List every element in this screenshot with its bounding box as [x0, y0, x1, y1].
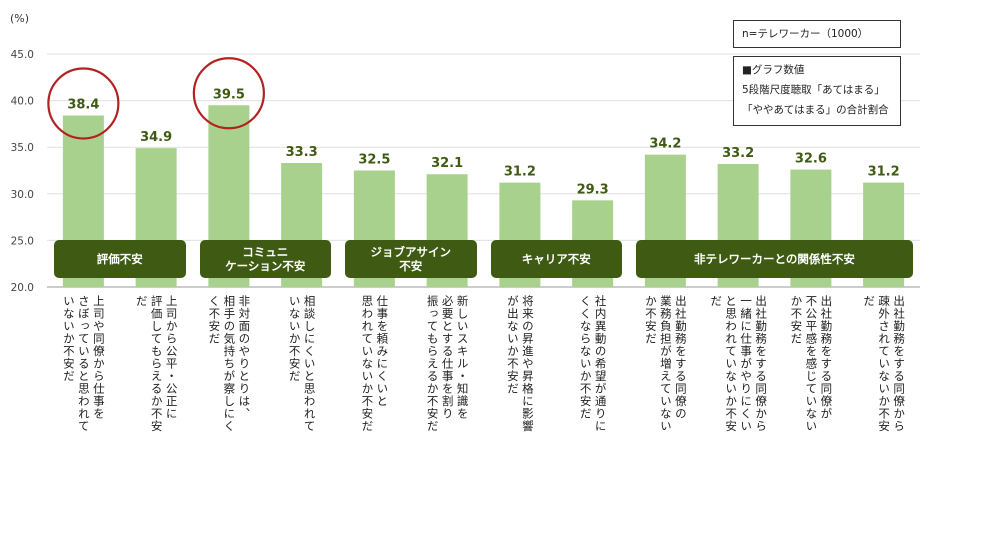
y-axis-unit-label: (%) — [10, 12, 30, 25]
bar-value-label: 33.3 — [286, 145, 318, 160]
category-label: 出社勤務をする同僚から 疎外されていないか不安 だ — [862, 295, 907, 433]
y-tick-label: 25.0 — [11, 235, 34, 247]
bar-value-label: 29.3 — [577, 182, 609, 197]
y-tick-label: 35.0 — [11, 142, 34, 154]
y-tick-label: 40.0 — [11, 96, 34, 108]
category-label: 上司から公平・公正に 評価してもらえるか不安 だ — [134, 295, 179, 433]
sample-size-note: n=テレワーカー（1000） — [733, 20, 901, 48]
category-label: 出社勤務をする同僚が 不公平感を感じていない か不安だ — [789, 295, 834, 433]
category-label: 相談しにくいと思われて いないか不安だ — [287, 295, 317, 433]
highlight-layer — [47, 57, 265, 140]
category-label: 非対面のやりとりは、 相手の気持ちが察しにく く不安だ — [207, 295, 252, 433]
bar-value-label: 38.4 — [67, 98, 99, 113]
group-band-label: コミュニ ケーション不安 — [199, 240, 331, 278]
category-label: 将来の昇進や昇格に影響 が出ないか不安だ — [505, 295, 535, 433]
category-label: 新しいスキル・知識を 必要とする仕事を割り 振ってもらえるか不安だ — [425, 295, 470, 433]
grid-layer: 20.0 25.0 30.0 35.0 40.0 45.0 — [11, 49, 920, 294]
bar-value-label: 34.9 — [140, 130, 172, 145]
group-band-label: キャリア不安 — [490, 240, 622, 278]
group-band-label: 評価不安 — [54, 240, 186, 278]
y-tick-label: 30.0 — [11, 189, 34, 201]
bar-value-label: 32.6 — [795, 152, 827, 167]
bar-value-label: 31.2 — [504, 165, 536, 180]
category-label: 社内異動の希望が通りに くくならないか不安だ — [578, 295, 608, 433]
bar-value-label: 32.1 — [431, 156, 463, 171]
value-label-layer: 38.4 34.9 39.5 33.3 32.5 32.1 31.2 29.3 34.2 33.2… — [67, 87, 899, 197]
y-tick-label: 45.0 — [11, 49, 34, 61]
bar-value-label: 33.2 — [722, 146, 754, 161]
group-band-label: ジョブアサイン 不安 — [345, 240, 477, 278]
category-label: 出社勤務をする同僚の 業務負担が増えていない か不安だ — [643, 295, 688, 433]
group-band-label: 非テレワーカーとの関係性不安 — [636, 240, 913, 278]
category-label: 上司や同僚から仕事を さぼっていると思われて いないか不安だ — [61, 295, 106, 433]
bar-value-label: 31.2 — [868, 165, 900, 180]
highlight-circle — [47, 67, 120, 140]
method-note: ■グラフ数値 5段階尺度聴取「あてはまる」 「ややあてはまる」の合計割合 — [733, 56, 901, 126]
category-label: 仕事を頼みにくいと 思われていないか不安だ — [360, 295, 390, 433]
bar-value-label: 39.5 — [213, 87, 245, 102]
bar-value-label: 34.2 — [649, 137, 681, 152]
category-label: 出社勤務をする同僚から 一緒に仕事がやりにくい と思われていないか不安 だ — [709, 295, 769, 433]
highlight-circle — [192, 57, 265, 130]
y-tick-label: 20.0 — [11, 282, 34, 294]
bar-value-label: 32.5 — [358, 153, 390, 168]
